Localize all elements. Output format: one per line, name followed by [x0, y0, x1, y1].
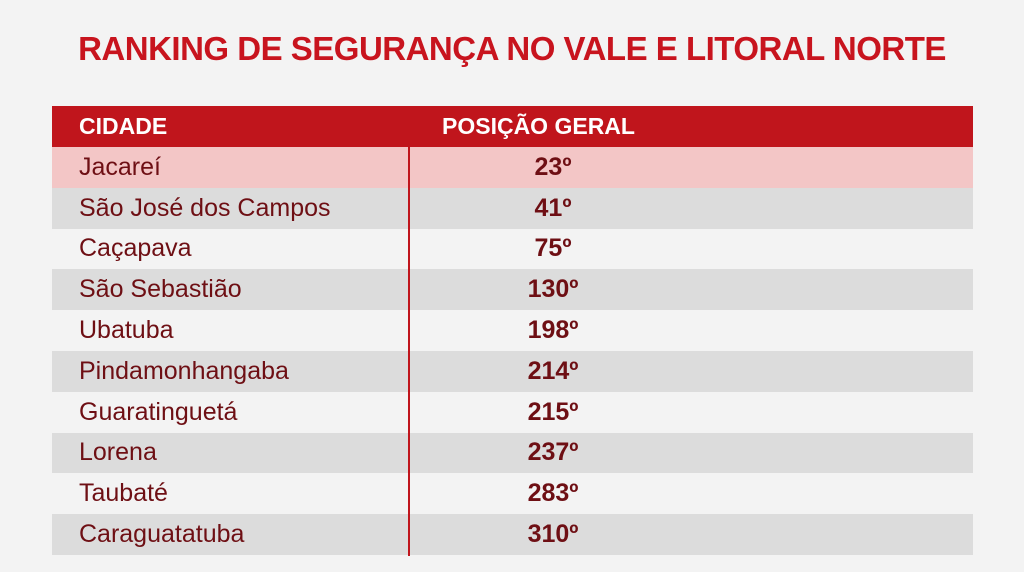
table-row: Caraguatatuba 310º — [52, 514, 973, 555]
position-cell: 310º — [527, 520, 579, 549]
table-row: Caçapava 75º — [52, 228, 973, 270]
position-cell: 283º — [527, 479, 579, 508]
position-cell: 41º — [534, 193, 572, 222]
position-cell: 23º — [534, 152, 572, 181]
position-cell: 214º — [527, 356, 579, 385]
table-row: São José dos Campos 41º — [52, 187, 973, 229]
table-row: Ubatuba 198º — [52, 310, 973, 351]
header-cell: POSIÇÃO GERAL — [442, 113, 635, 139]
city-cell: Lorena — [79, 438, 157, 467]
table-row: Pindamonhangaba 214º — [52, 350, 973, 392]
city-cell: Caçapava — [79, 234, 192, 263]
city-cell: Taubaté — [79, 479, 168, 508]
city-cell: Jacareí — [79, 152, 161, 181]
city-cell: São José dos Campos — [79, 193, 331, 222]
table-row: Taubaté 283º — [52, 473, 973, 515]
city-cell: São Sebastião — [79, 275, 242, 304]
city-cell: Ubatuba — [79, 316, 174, 345]
table-row: Lorena 237º — [52, 432, 973, 474]
table: CIDADE POSIÇÃO GERAL Jacareí 23º São José … — [52, 106, 973, 555]
position-cell: 75º — [534, 234, 572, 263]
city-cell: Guaratinguetá — [79, 397, 238, 426]
city-cell: Caraguatatuba — [79, 520, 245, 549]
city-cell: Pindamonhangaba — [79, 356, 289, 385]
table-row: Guaratinguetá 215º — [52, 391, 973, 433]
position-cell: 237º — [527, 438, 579, 467]
title: RANKING DE SEGURANÇA NO VALE E LITORAL N… — [78, 30, 946, 67]
position-cell: 198º — [527, 316, 579, 345]
column-divider — [408, 106, 410, 556]
table-row: São Sebastião 130º — [52, 269, 973, 311]
position-cell: 215º — [527, 397, 579, 426]
position-cell: 130º — [527, 275, 579, 304]
header-row: CIDADE POSIÇÃO GERAL — [52, 106, 973, 147]
table-row: Jacareí 23º — [52, 147, 973, 188]
header-cell: CIDADE — [79, 113, 168, 139]
